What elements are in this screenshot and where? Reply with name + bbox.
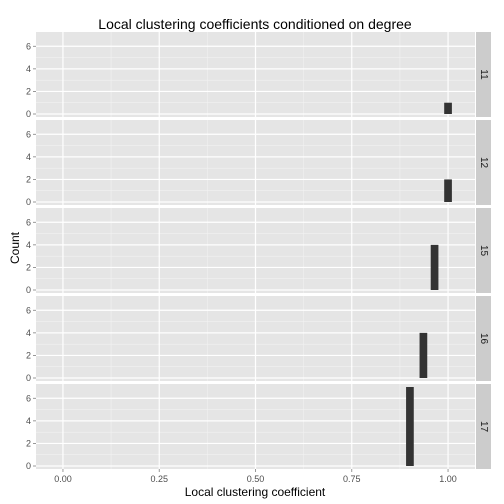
x-axis: 0.00 0.25 0.50 0.75 1.00: [54, 469, 457, 484]
histogram-bar: [444, 102, 452, 114]
x-tick-label: 0.00: [54, 474, 72, 484]
y-tick-label: 6: [26, 393, 31, 403]
y-tick-label: 4: [26, 152, 31, 162]
y-tick-label: 4: [26, 64, 31, 74]
y-tick-label: 2: [26, 86, 31, 96]
facet-strip-label: 11: [478, 69, 489, 80]
y-tick-label: 4: [26, 328, 31, 338]
facet-panel-16: 0 2 4 6 16: [26, 296, 491, 383]
histogram-bar: [444, 179, 452, 202]
y-tick-label: 0: [26, 461, 31, 471]
x-tick-label: 0.50: [247, 474, 265, 484]
facet-strip-label: 17: [478, 421, 489, 433]
x-axis-title: Local clustering coefficient: [185, 485, 326, 499]
x-tick-label: 0.25: [150, 474, 168, 484]
y-tick-label: 2: [26, 174, 31, 184]
x-tick-label: 0.75: [343, 474, 361, 484]
y-tick-label: 6: [26, 217, 31, 227]
facet-strip: [476, 32, 491, 117]
y-tick-label: 4: [26, 240, 31, 250]
chart-title: Local clustering coefficients conditione…: [98, 16, 412, 32]
y-tick-label: 0: [26, 109, 31, 119]
facet-panel-11: 0 2 4 6 11: [26, 32, 491, 119]
facet-strip-label: 12: [478, 157, 489, 169]
y-tick-label: 2: [26, 350, 31, 360]
facet-strip: [476, 208, 491, 293]
facet-strip-label: 16: [478, 333, 489, 345]
y-tick-label: 2: [26, 262, 31, 272]
y-tick-label: 6: [26, 41, 31, 51]
y-tick-label: 0: [26, 373, 31, 383]
y-tick-label: 0: [26, 197, 31, 207]
y-tick-label: 6: [26, 305, 31, 315]
facet-panel-15: 0 2 4 6 15: [26, 208, 491, 295]
y-axis-title: Count: [8, 231, 22, 264]
histogram-bar: [406, 387, 414, 466]
facet-strip-label: 15: [478, 245, 489, 257]
facet-strip: [476, 120, 491, 205]
facet-panels: 0 2 4 6 11 0 2 4 6 12 0 2 4 6 15 0 2 4 6 16 0 2 4 6 17: [26, 32, 491, 471]
y-tick-label: 4: [26, 416, 31, 426]
histogram-bar: [419, 332, 428, 378]
histogram-bar: [430, 244, 439, 290]
facet-strip: [476, 296, 491, 381]
facet-panel-17: 0 2 4 6 17: [26, 384, 491, 471]
y-tick-label: 0: [26, 285, 31, 295]
y-tick-label: 6: [26, 129, 31, 139]
x-tick-label: 1.00: [439, 474, 457, 484]
facet-strip: [476, 384, 491, 469]
facet-panel-12: 0 2 4 6 12: [26, 120, 491, 207]
y-tick-label: 2: [26, 438, 31, 448]
